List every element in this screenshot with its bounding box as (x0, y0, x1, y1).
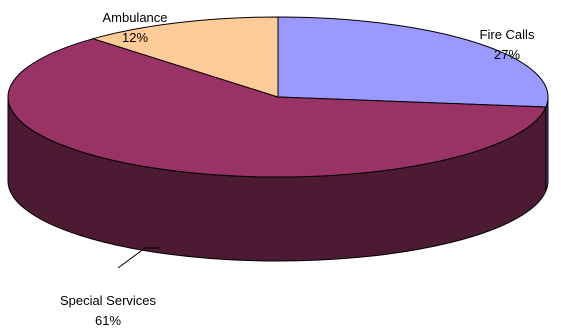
pie-slice-special-services (7, 38, 547, 178)
slice-label-fire-calls: Fire Calls (480, 27, 535, 42)
slice-label-ambulance: Ambulance (102, 10, 167, 25)
leader-line-special-services (117, 247, 160, 269)
pie-tops (7, 16, 549, 178)
pie-slice-ambulance (91, 16, 279, 98)
pie-slice-fire-calls (277, 16, 549, 108)
slice-value-ambulance: 12% (122, 30, 148, 45)
slice-value-special-services: 61% (95, 313, 121, 328)
slice-label-special-services: Special Services (60, 293, 157, 308)
slice-labels: Fire Calls 27% Special Services 61% Ambu… (60, 10, 535, 328)
slice-value-fire-calls: 27% (494, 47, 520, 62)
leader-lines (117, 247, 160, 269)
